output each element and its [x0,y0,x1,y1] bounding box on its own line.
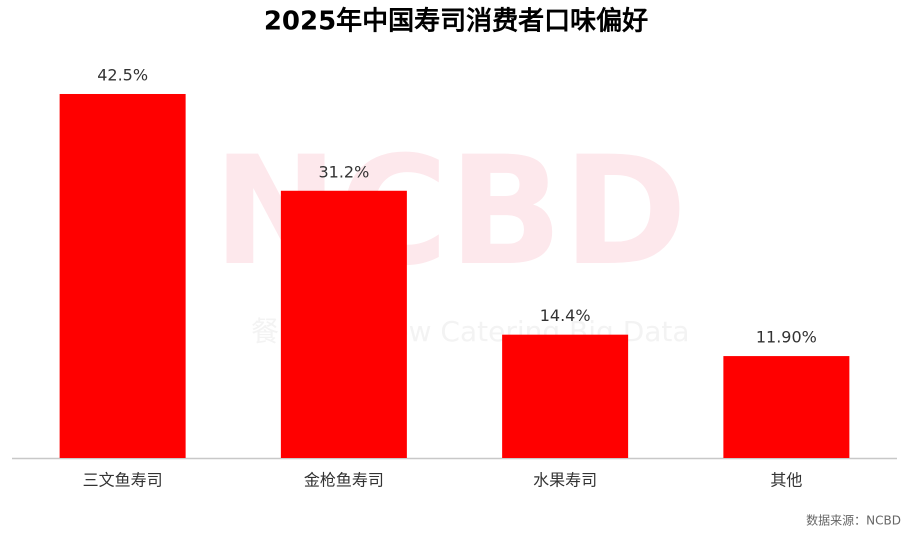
watermark: 餐 [251,315,279,348]
bar [280,190,407,458]
data-label: 11.90% [756,328,817,347]
source: 数据来源：NCBD [806,513,901,528]
chart-title: 2025年中国寿司消费者口味偏好 [264,6,648,37]
data-label: 14.4% [540,306,591,325]
data-label: 31.2% [318,162,369,181]
data-label: 42.5% [97,65,148,84]
x-tick-label: 水果寿司 [533,471,597,490]
bar [502,334,629,458]
x-tick-label: 三文鱼寿司 [83,471,163,490]
bar [723,356,850,458]
bar [59,93,186,459]
x-tick-label: 金枪鱼寿司 [304,471,384,490]
x-tick-label: 其他 [770,471,802,490]
